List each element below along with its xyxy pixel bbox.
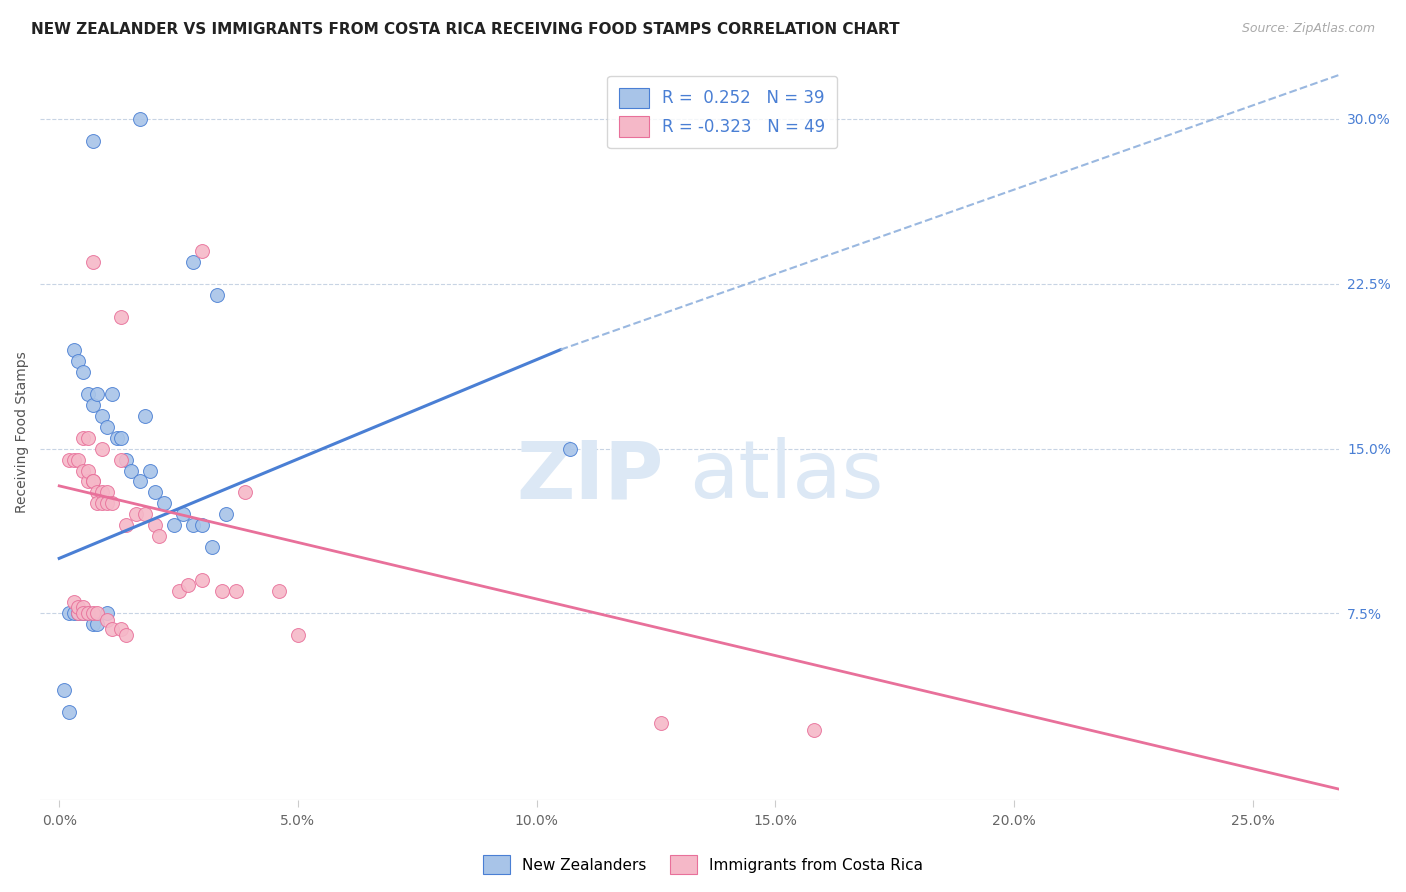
Point	[803, 723, 825, 737]
Point	[76, 463, 98, 477]
Point	[163, 518, 186, 533]
Point	[172, 508, 194, 522]
Text: atlas: atlas	[689, 437, 884, 516]
Point	[96, 485, 118, 500]
Point	[53, 683, 76, 698]
Point	[205, 287, 228, 301]
Text: NEW ZEALANDER VS IMMIGRANTS FROM COSTA RICA RECEIVING FOOD STAMPS CORRELATION CH: NEW ZEALANDER VS IMMIGRANTS FROM COSTA R…	[31, 22, 900, 37]
Point	[72, 463, 94, 477]
Point	[91, 409, 114, 423]
Point	[191, 244, 214, 258]
Point	[124, 508, 146, 522]
Point	[67, 452, 90, 467]
Point	[67, 607, 90, 621]
Point	[76, 607, 98, 621]
Point	[72, 599, 94, 614]
Point	[86, 386, 108, 401]
Point	[110, 622, 132, 636]
Point	[120, 463, 142, 477]
Point	[62, 343, 84, 357]
Point	[58, 607, 80, 621]
Point	[67, 599, 90, 614]
Point	[58, 452, 80, 467]
Point	[76, 431, 98, 445]
Point	[110, 310, 132, 324]
Point	[82, 254, 104, 268]
Point	[177, 578, 200, 592]
Point	[201, 541, 224, 555]
Point	[181, 254, 204, 268]
Point	[86, 607, 108, 621]
Point	[287, 628, 309, 642]
Text: Source: ZipAtlas.com: Source: ZipAtlas.com	[1241, 22, 1375, 36]
Point	[215, 508, 238, 522]
Point	[100, 386, 122, 401]
Y-axis label: Receiving Food Stamps: Receiving Food Stamps	[15, 351, 30, 513]
Point	[129, 475, 152, 489]
Point	[191, 518, 214, 533]
Point	[67, 607, 90, 621]
Point	[558, 442, 581, 456]
Text: ZIP: ZIP	[516, 437, 664, 516]
Point	[110, 452, 132, 467]
Point	[82, 475, 104, 489]
Point	[91, 442, 114, 456]
Point	[143, 518, 166, 533]
Point	[96, 607, 118, 621]
Point	[82, 617, 104, 632]
Point	[110, 431, 132, 445]
Point	[82, 398, 104, 412]
Point	[191, 574, 214, 588]
Point	[134, 508, 156, 522]
Point	[115, 518, 138, 533]
Point	[86, 485, 108, 500]
Point	[129, 112, 152, 126]
Point	[167, 584, 190, 599]
Point	[91, 485, 114, 500]
Point	[225, 584, 247, 599]
Point	[96, 419, 118, 434]
Point	[235, 485, 257, 500]
Point	[650, 716, 672, 731]
Point	[96, 613, 118, 627]
Point	[62, 607, 84, 621]
Point	[91, 496, 114, 510]
Point	[72, 607, 94, 621]
Point	[100, 496, 122, 510]
Point	[82, 475, 104, 489]
Point	[82, 607, 104, 621]
Point	[72, 431, 94, 445]
Point	[115, 628, 138, 642]
Point	[115, 452, 138, 467]
Point	[72, 365, 94, 379]
Point	[267, 584, 290, 599]
Point	[76, 607, 98, 621]
Point	[143, 485, 166, 500]
Point	[86, 617, 108, 632]
Point	[105, 431, 128, 445]
Point	[76, 386, 98, 401]
Point	[211, 584, 233, 599]
Point	[181, 518, 204, 533]
Point	[100, 622, 122, 636]
Point	[62, 595, 84, 609]
Point	[153, 496, 176, 510]
Point	[67, 353, 90, 368]
Point	[96, 496, 118, 510]
Legend: New Zealanders, Immigrants from Costa Rica: New Zealanders, Immigrants from Costa Ri…	[477, 849, 929, 880]
Point	[148, 529, 170, 543]
Point	[62, 452, 84, 467]
Point	[76, 475, 98, 489]
Point	[82, 134, 104, 148]
Legend: R =  0.252   N = 39, R = -0.323   N = 49: R = 0.252 N = 39, R = -0.323 N = 49	[607, 76, 837, 148]
Point	[72, 607, 94, 621]
Point	[58, 705, 80, 719]
Point	[134, 409, 156, 423]
Point	[139, 463, 162, 477]
Point	[86, 496, 108, 510]
